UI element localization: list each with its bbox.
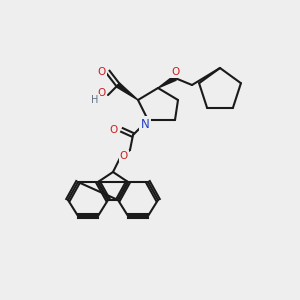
Text: O: O bbox=[98, 67, 106, 77]
Polygon shape bbox=[158, 76, 176, 88]
Text: H: H bbox=[91, 95, 99, 105]
Text: O: O bbox=[98, 88, 106, 98]
Text: O: O bbox=[120, 151, 128, 161]
Text: N: N bbox=[141, 118, 149, 130]
Text: O: O bbox=[110, 125, 118, 135]
Polygon shape bbox=[116, 83, 138, 100]
Text: O: O bbox=[171, 67, 179, 77]
